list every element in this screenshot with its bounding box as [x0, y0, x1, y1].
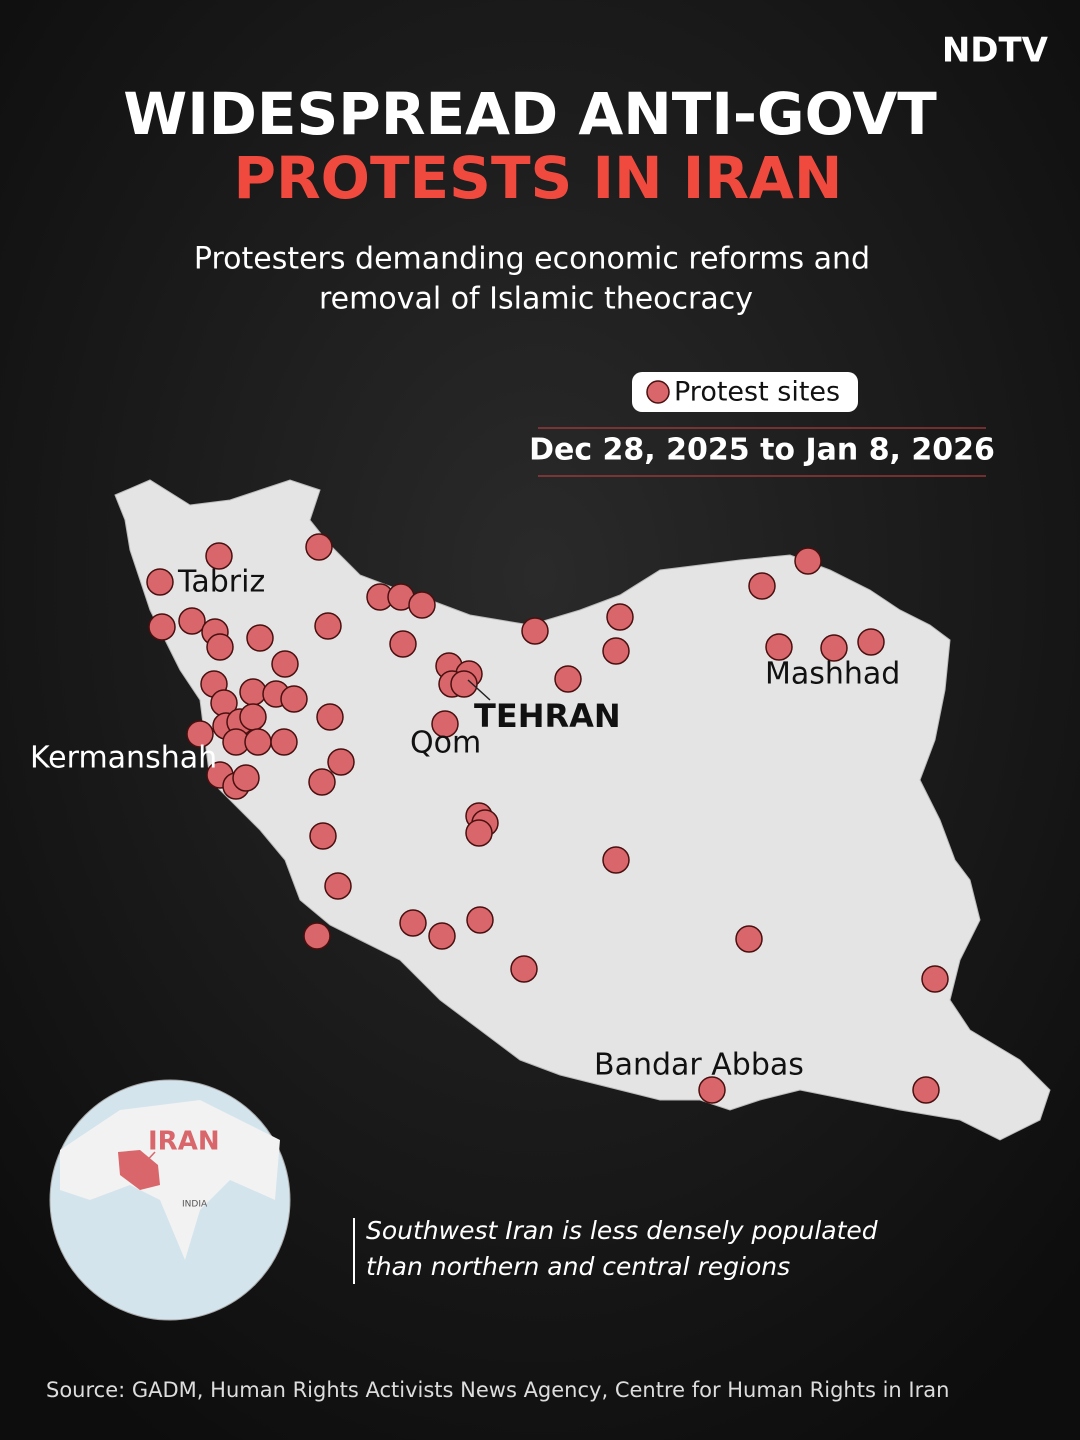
- protest-site: [244, 728, 272, 756]
- legend-box: [632, 372, 858, 412]
- protest-site: [148, 613, 176, 641]
- protest-sites: [146, 533, 949, 1104]
- title: PROTESTS IN IRAN: [234, 144, 843, 212]
- inset-neighbor: INDIA: [182, 1200, 208, 1210]
- subtitle: removal of Islamic theocracy: [319, 282, 753, 317]
- protest-site: [602, 846, 630, 874]
- protest-site: [327, 748, 355, 776]
- title: WIDESPREAD ANTI-GOVT: [123, 80, 937, 148]
- protest-site: [271, 650, 299, 678]
- protest-site: [602, 637, 630, 665]
- protest-site: [735, 925, 763, 953]
- protest-site: [428, 922, 456, 950]
- protest-site: [178, 607, 206, 635]
- protest-site: [794, 547, 822, 575]
- city-label: Tabriz: [177, 565, 265, 600]
- city-label: Qom: [410, 726, 481, 761]
- note: Southwest Iran is less densely populated: [366, 1216, 878, 1245]
- protest-site: [206, 633, 234, 661]
- city-label: TEHRAN: [474, 697, 621, 735]
- protest-site: [239, 678, 267, 706]
- protest-site: [521, 617, 549, 645]
- protest-site: [450, 670, 478, 698]
- protest-site: [465, 819, 493, 847]
- inset-country: IRAN: [148, 1127, 220, 1157]
- logo: NDTV: [942, 31, 1049, 71]
- protest-site: [921, 965, 949, 993]
- iran-map: [114, 479, 1051, 1141]
- protest-site: [510, 955, 538, 983]
- date-range: Dec 28, 2025 to Jan 8, 2026: [529, 433, 995, 468]
- globe-land: [60, 1100, 280, 1260]
- protest-site: [466, 906, 494, 934]
- protest-site: [270, 728, 298, 756]
- protest-site: [554, 665, 582, 693]
- protest-site: [431, 710, 459, 738]
- protest-site: [280, 685, 308, 713]
- protest-site: [305, 533, 333, 561]
- note: than northern and central regions: [366, 1252, 790, 1281]
- legend-label: Protest sites: [674, 377, 840, 408]
- subtitle: Protesters demanding economic reforms an…: [194, 242, 870, 277]
- source: Source: GADM, Human Rights Activists New…: [46, 1378, 949, 1402]
- protest-site: [765, 633, 793, 661]
- protest-site: [246, 624, 274, 652]
- leader-line: [467, 679, 491, 701]
- protest-site: [303, 922, 331, 950]
- protest-site: [389, 630, 417, 658]
- protest-site: [308, 768, 336, 796]
- protest-site: [146, 568, 174, 596]
- protest-site: [205, 542, 233, 570]
- protest-site: [606, 603, 634, 631]
- protest-site: [232, 764, 260, 792]
- city-label: Bandar Abbas: [594, 1048, 804, 1083]
- city-label: Mashhad: [765, 657, 900, 692]
- protest-site: [698, 1076, 726, 1104]
- protest-site: [408, 591, 436, 619]
- legend-swatch: [646, 380, 670, 404]
- leader-line: [139, 1151, 156, 1169]
- protest-site: [324, 872, 352, 900]
- protest-site: [239, 703, 267, 731]
- protest-site: [748, 572, 776, 600]
- protest-site: [309, 822, 337, 850]
- city-label: Kermanshah: [30, 741, 217, 776]
- protest-site: [314, 612, 342, 640]
- globe-iran: [118, 1150, 160, 1190]
- protest-site: [186, 720, 214, 748]
- protest-site: [399, 909, 427, 937]
- protest-site: [316, 703, 344, 731]
- protest-site: [857, 628, 885, 656]
- protest-site: [820, 634, 848, 662]
- protest-site: [912, 1076, 940, 1104]
